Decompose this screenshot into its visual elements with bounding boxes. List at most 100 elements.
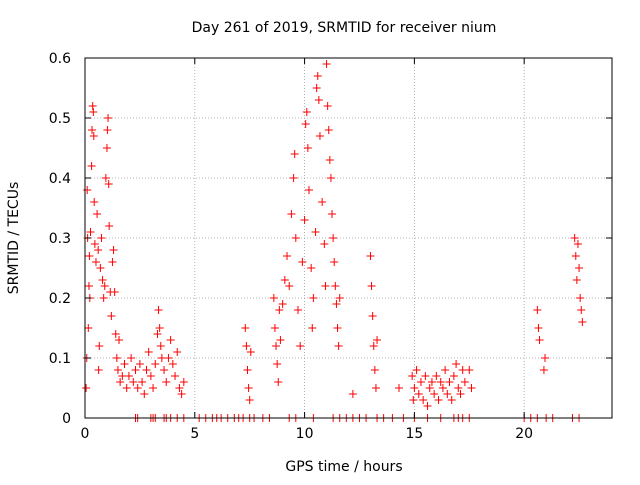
data-point [395,384,404,392]
data-point [373,336,382,344]
data-point [82,384,91,392]
data-point [154,306,163,314]
data-point [370,366,379,374]
data-point [146,372,155,380]
data-point [243,366,252,374]
data-point [287,210,296,218]
data-point [160,366,169,374]
data-point [276,336,285,344]
data-point [332,300,341,308]
data-point [534,324,543,332]
data-point [177,390,186,398]
data-point [246,348,255,356]
data-point [410,384,419,392]
y-tick-label: 0.4 [49,171,71,187]
data-point [539,366,548,374]
data-point [105,222,114,230]
data-point [425,384,434,392]
data-point [438,384,447,392]
data-point [533,306,542,314]
data-point [326,174,335,182]
data-point [311,228,320,236]
data-point [88,102,97,110]
data-point [90,240,99,248]
data-point [334,342,343,350]
data-point [296,342,305,350]
data-point [135,360,144,368]
data-point [179,378,188,386]
data-point [467,384,476,392]
data-point [153,330,162,338]
data-point [371,384,380,392]
data-point [307,264,316,272]
data-point [280,276,289,284]
data-point [460,378,469,386]
data-point [449,372,458,380]
data-point [576,294,585,302]
y-tick-label: 0.1 [49,351,71,367]
data-point [269,294,278,302]
data-point [100,282,109,290]
data-point [86,228,95,236]
data-point [309,294,318,302]
y-tick-label: 0.6 [49,51,71,67]
data-point [318,198,327,206]
data-point [369,342,378,350]
data-point [91,258,100,266]
data-point [445,378,454,386]
data-point [120,360,129,368]
data-point [275,306,284,314]
data-point [322,60,331,68]
data-point [329,234,338,242]
data-point [89,132,98,140]
y-axis: 0 0.1 0.2 0.3 0.4 0.5 0.6 [49,51,612,427]
data-point [109,246,118,254]
data-point [144,348,153,356]
x-axis-label: GPS time / hours [285,459,402,475]
data-point [333,324,342,332]
data-point [89,108,98,116]
data-point [321,282,330,290]
data-point [164,354,173,362]
data-point [368,312,377,320]
data-point [289,174,298,182]
data-point [454,384,463,392]
data-point [155,324,164,332]
data-point [140,390,149,398]
data-point [419,396,428,404]
data-point [328,210,337,218]
data-point [315,132,324,140]
data-point [171,372,180,380]
x-tick-label: 10 [296,426,314,442]
y-axis-label: SRMTID / TECUs [6,182,22,295]
data-point [443,390,452,398]
data-point [414,390,423,398]
data-point [423,402,432,410]
data-point [535,336,544,344]
data-point [273,360,282,368]
data-point [99,294,108,302]
data-point [166,336,175,344]
data-point [138,378,147,386]
x-tick-label: 0 [81,426,90,442]
data-point [298,258,307,266]
x-axis: 0 5 10 15 20 [81,58,533,442]
data-point [320,240,329,248]
data-point [110,288,119,296]
data-point [242,342,251,350]
data-point [101,174,110,182]
data-point [575,264,584,272]
data-point [571,252,580,260]
y-tick-label: 0.2 [49,291,71,307]
data-point [245,396,254,404]
data-point [94,246,103,254]
data-point [541,354,550,362]
x-tick-label: 5 [190,426,199,442]
data-point [441,366,450,374]
data-point [325,156,334,164]
data-point [302,108,311,116]
data-point [300,216,309,224]
data-point [124,372,133,380]
x-tick-label: 20 [515,426,533,442]
